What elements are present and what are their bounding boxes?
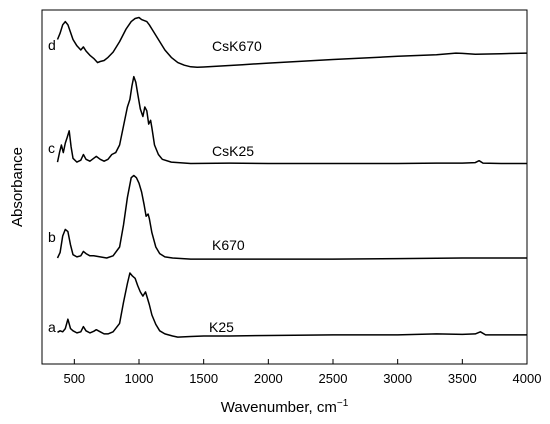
x-tick-label: 4000 — [513, 371, 542, 386]
series-letter-b: b — [48, 229, 56, 245]
series-label-csk670: CsK670 — [212, 38, 262, 54]
series-label-k25: K25 — [209, 319, 234, 335]
x-tick-label: 500 — [63, 371, 85, 386]
x-tick-label: 2500 — [319, 371, 348, 386]
series-line-csk25 — [56, 75, 527, 165]
series-letter-d: d — [48, 37, 56, 53]
series-labels: K25 a K670 b CsK25 c CsK670 d — [48, 37, 262, 335]
series-letter-c: c — [48, 140, 55, 156]
series-line-k25 — [57, 272, 527, 338]
x-tick-label: 2000 — [254, 371, 283, 386]
series-letter-a: a — [48, 319, 56, 335]
x-axis-ticks: 500 1000 1500 2000 2500 3000 3500 4000 — [63, 359, 541, 386]
y-axis-title: Absorbance — [9, 147, 26, 227]
series-label-k670: K670 — [212, 237, 245, 253]
x-tick-label: 3500 — [448, 371, 477, 386]
series-line-csk670 — [56, 16, 528, 69]
spectra-traces — [56, 16, 528, 338]
plot-frame — [41, 9, 528, 365]
x-tick-label: 3000 — [383, 371, 412, 386]
x-axis-title: Wavenumber, cm−1 — [221, 398, 349, 416]
series-line-k670 — [56, 174, 527, 260]
x-tick-label: 1500 — [189, 371, 218, 386]
x-tick-label: 1000 — [125, 371, 154, 386]
series-label-csk25: CsK25 — [212, 143, 254, 159]
